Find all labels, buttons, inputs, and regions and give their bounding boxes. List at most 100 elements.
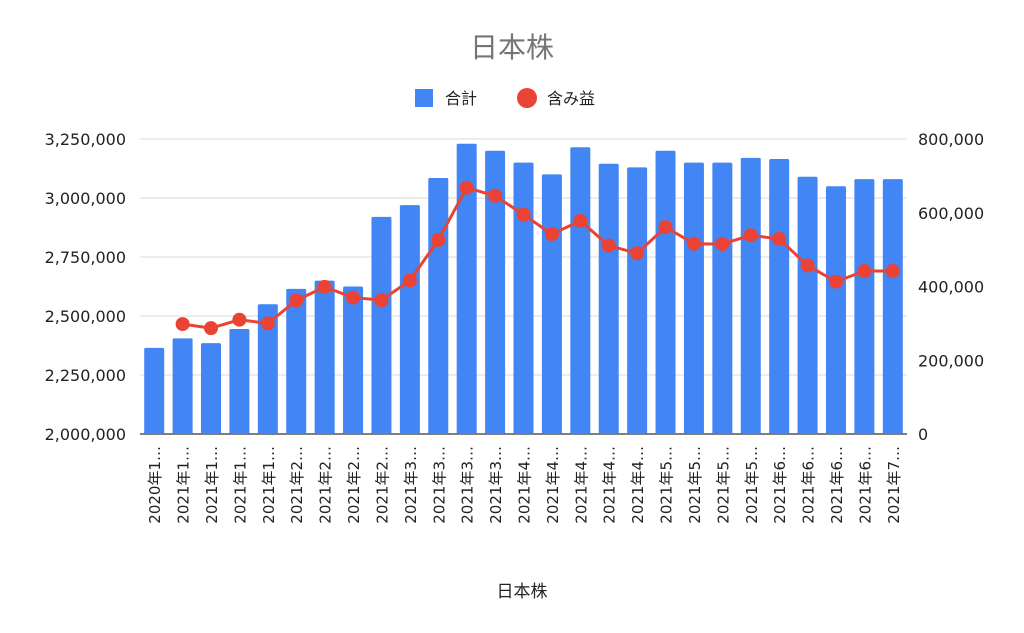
x-tick-label: 2021年3… (402, 446, 420, 524)
legend-label-unrealized-gain: 含み益 (547, 89, 595, 108)
bar (769, 159, 790, 434)
line-point (828, 274, 843, 289)
bar (343, 286, 364, 434)
line-point (204, 321, 219, 336)
bar (201, 343, 222, 434)
bar (882, 179, 903, 434)
line-point (488, 188, 503, 203)
line-point (544, 227, 559, 242)
bar (485, 150, 506, 435)
bar (541, 174, 562, 434)
line-point (885, 264, 900, 279)
line-point (743, 228, 758, 243)
x-tick-label: 2021年2… (288, 446, 306, 524)
line-point (402, 273, 417, 288)
line-point (317, 279, 332, 294)
bar (854, 179, 875, 434)
bar-series (144, 143, 903, 435)
line-point (516, 207, 531, 222)
bar (428, 177, 449, 434)
bar (229, 328, 250, 434)
left-y-tick-label: 2,500,000 (45, 307, 126, 326)
line-point (857, 264, 872, 279)
x-tick-label: 2021年4… (601, 446, 619, 524)
x-tick-label: 2021年4… (629, 446, 647, 524)
line-series (175, 180, 900, 336)
x-tick-label: 2021年4… (572, 446, 590, 524)
legend: 合計 含み益 (415, 88, 595, 108)
line-point (800, 258, 815, 273)
bar (257, 304, 278, 434)
line-point (573, 213, 588, 228)
bar (570, 147, 591, 434)
legend-swatch-unrealized-gain (517, 88, 537, 108)
x-tick-label: 2021年1… (175, 446, 193, 524)
x-axis: 2020年1… 2021年1… 2021年1… 2021年1… 2021年1… 2021年… (146, 446, 903, 524)
left-y-tick-label: 2,250,000 (45, 366, 126, 385)
x-tick-label: 2021年3… (459, 446, 477, 524)
legend-label-total: 合計 (445, 89, 477, 108)
bar (399, 205, 420, 434)
bar (627, 167, 648, 434)
x-tick-label: 2021年1… (231, 446, 249, 524)
legend-swatch-total (415, 89, 433, 107)
right-y-tick-label: 600,000 (918, 204, 984, 223)
x-tick-label: 2021年1… (203, 446, 221, 524)
bar (797, 176, 818, 434)
left-y-tick-label: 2,750,000 (45, 248, 126, 267)
line-point (175, 317, 190, 332)
x-tick-label: 2021年5… (714, 446, 732, 524)
bar (712, 162, 733, 434)
bar (371, 216, 392, 434)
line-point (686, 236, 701, 251)
line-point (289, 293, 304, 308)
x-tick-label: 2021年6… (828, 446, 846, 524)
bar (655, 150, 676, 435)
x-tick-label: 2021年6… (800, 446, 818, 524)
line-point (601, 238, 616, 253)
x-tick-label: 2021年3… (487, 446, 505, 524)
x-tick-label: 2021年5… (658, 446, 676, 524)
line-point (658, 220, 673, 235)
bar (683, 162, 704, 434)
x-tick-label: 2021年7… (885, 446, 903, 524)
left-y-tick-label: 3,250,000 (45, 130, 126, 149)
x-tick-label: 2021年4… (516, 446, 534, 524)
line-point (630, 246, 645, 261)
right-y-tick-label: 800,000 (918, 130, 984, 149)
x-tick-label: 2021年2… (317, 446, 335, 524)
bar (314, 280, 335, 434)
line-point (772, 231, 787, 246)
right-y-axis: 0 200,000 400,000 600,000 800,000 (918, 130, 984, 444)
left-y-tick-label: 2,000,000 (45, 425, 126, 444)
x-tick-label: 2021年6… (856, 446, 874, 524)
x-tick-label: 2020年1… (146, 446, 164, 524)
x-tick-label: 2021年1… (260, 446, 278, 524)
line-point (431, 233, 446, 248)
x-tick-label: 2021年2… (345, 446, 363, 524)
right-y-tick-label: 0 (918, 425, 928, 444)
right-y-tick-label: 400,000 (918, 278, 984, 297)
bar (144, 347, 165, 434)
right-y-tick-label: 200,000 (918, 351, 984, 370)
x-tick-label: 2021年6… (771, 446, 789, 524)
line-point (459, 180, 474, 195)
bar (172, 338, 193, 434)
bar (740, 157, 761, 434)
chart-title: 日本株 (470, 31, 554, 64)
line-point (715, 237, 730, 252)
bar (456, 143, 477, 434)
bar (513, 162, 534, 434)
x-tick-label: 2021年2… (373, 446, 391, 524)
x-tick-label: 2021年5… (686, 446, 704, 524)
line-point (374, 293, 389, 308)
line-point (260, 316, 275, 331)
x-tick-label: 2021年4… (544, 446, 562, 524)
x-tick-label: 2021年5… (743, 446, 761, 524)
line-point (346, 290, 361, 305)
line-point (232, 312, 247, 327)
bar (286, 288, 307, 434)
x-axis-label: 日本株 (497, 582, 548, 602)
left-y-tick-label: 3,000,000 (45, 189, 126, 208)
